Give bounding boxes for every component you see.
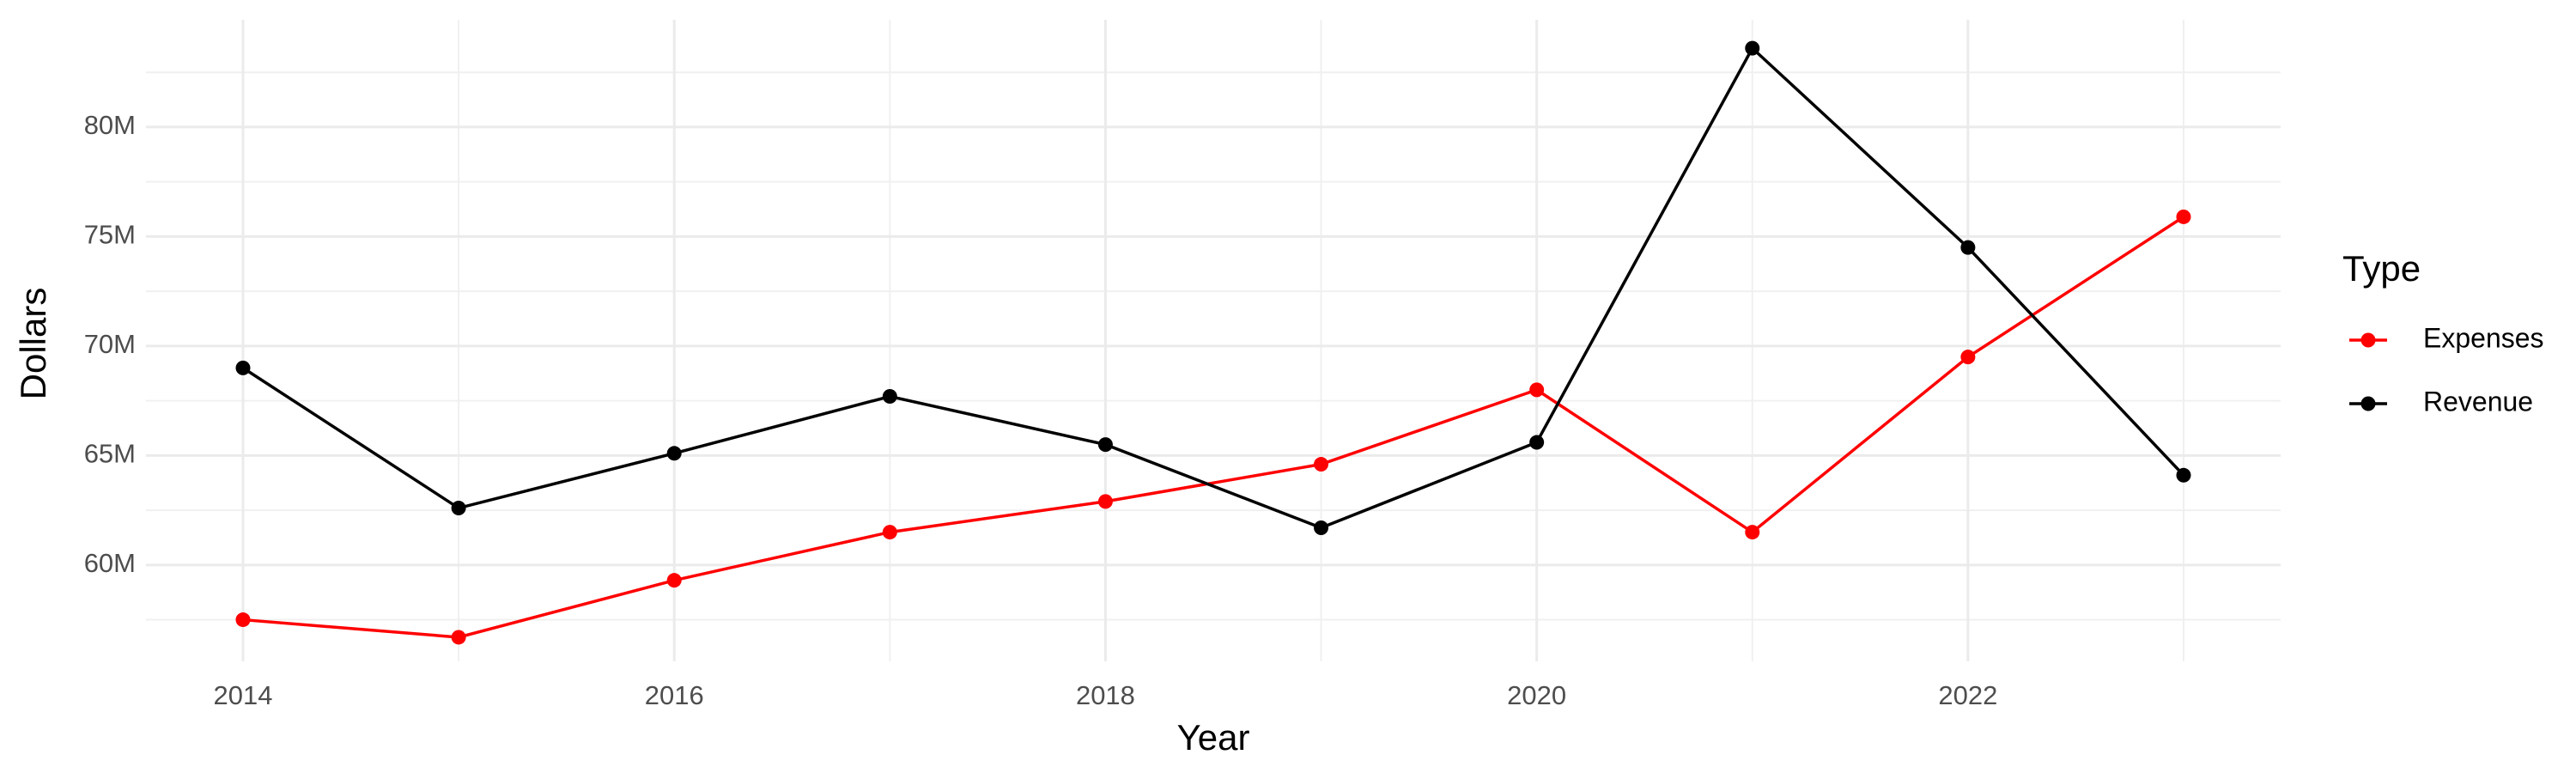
legend-marker bbox=[2360, 332, 2376, 348]
y-tick-label: 75M bbox=[84, 220, 136, 250]
data-point bbox=[1745, 40, 1760, 56]
legend-label: Revenue bbox=[2423, 386, 2533, 417]
data-point bbox=[451, 501, 466, 516]
data-point bbox=[666, 446, 682, 461]
data-point bbox=[235, 612, 251, 628]
data-point bbox=[235, 360, 251, 375]
data-point bbox=[1960, 350, 1976, 365]
y-tick-label: 70M bbox=[84, 329, 136, 359]
legend-marker bbox=[2360, 396, 2376, 411]
data-point bbox=[1745, 525, 1760, 540]
x-axis-title: Year bbox=[1177, 717, 1250, 758]
data-point bbox=[1097, 494, 1113, 509]
x-tick-label: 2014 bbox=[214, 680, 273, 710]
data-point bbox=[1529, 382, 1545, 398]
x-tick-label: 2020 bbox=[1507, 680, 1566, 710]
y-tick-label: 65M bbox=[84, 439, 136, 469]
data-point bbox=[882, 389, 897, 405]
data-point bbox=[2176, 209, 2191, 224]
y-axis-title: Dollars bbox=[13, 288, 53, 400]
y-tick-label: 80M bbox=[84, 110, 136, 140]
data-point bbox=[1529, 435, 1545, 450]
series-line bbox=[242, 215, 2184, 639]
data-point bbox=[2176, 467, 2191, 483]
y-tick-label: 60M bbox=[84, 548, 136, 578]
legend-title: Type bbox=[2342, 248, 2421, 289]
data-point bbox=[666, 573, 682, 588]
legend-label: Expenses bbox=[2423, 322, 2544, 353]
x-tick-label: 2018 bbox=[1076, 680, 1135, 710]
x-tick-label: 2016 bbox=[645, 680, 704, 710]
data-point bbox=[1960, 240, 1976, 255]
data-point bbox=[451, 630, 466, 645]
data-point bbox=[1097, 437, 1113, 453]
x-tick-label: 2022 bbox=[1938, 680, 1997, 710]
data-point bbox=[1314, 520, 1329, 535]
data-point bbox=[1314, 457, 1329, 472]
series-line bbox=[242, 46, 2185, 530]
data-point bbox=[882, 525, 897, 540]
